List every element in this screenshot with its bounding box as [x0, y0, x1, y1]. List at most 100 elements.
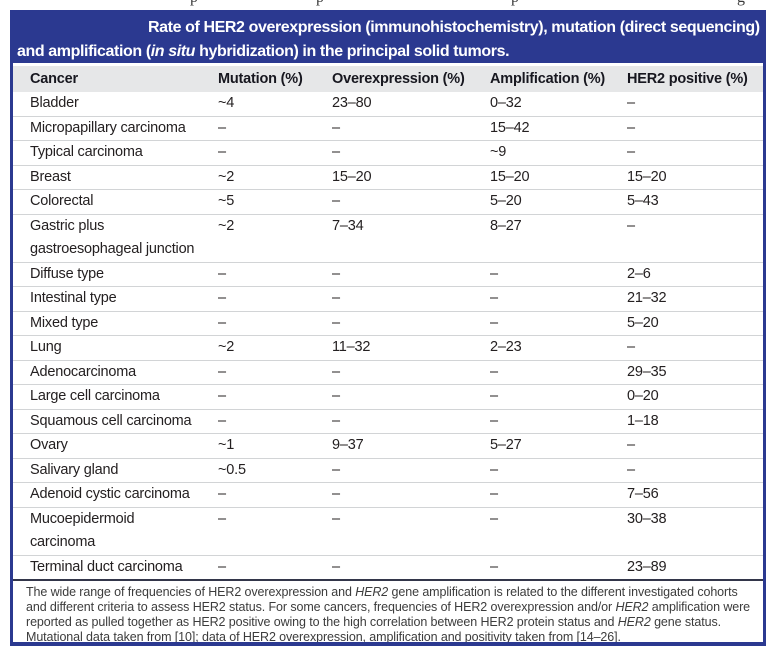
table-row: Gastric plus gastroesophageal junction ~2 7…: [13, 213, 763, 262]
value-cell: 2–23: [490, 339, 522, 356]
value-cell: 23–80: [332, 95, 372, 112]
value-cell: ~2: [218, 168, 235, 185]
table-row: Salivary gland ~0.5 – – –: [13, 457, 763, 483]
value-cell: ~4: [218, 95, 235, 112]
title-segment-gene-italic: in situ: [150, 42, 196, 60]
table-row: Typical carcinoma – – ~9 –: [13, 140, 763, 165]
cancer-name-line: Diffuse type: [30, 265, 104, 282]
value-cell: –: [332, 290, 340, 307]
cancer-name-line: Colorectal: [30, 193, 94, 210]
value-cell: –: [490, 558, 498, 575]
cancer-name-cell: Typical carcinoma: [30, 141, 218, 165]
table-row: Adenoid cystic carcinoma – – – 7–56: [13, 482, 763, 507]
footnote-segment-gene-italic: HER2: [615, 600, 649, 615]
value-cell: 15–42: [490, 119, 530, 136]
value-cell: 23–89: [627, 558, 667, 575]
cancer-name-line: Micropapillary carcinoma: [30, 119, 186, 136]
table-row: Lung ~2 11–32 2–23 –: [13, 335, 763, 360]
cancer-name-line: Gastric plus: [30, 217, 105, 234]
cancer-name-line: gastroesophageal junction: [30, 241, 195, 258]
value-cell: –: [332, 558, 340, 575]
footnote-segment-text: The wide range of frequencies of HER2 ov…: [26, 585, 356, 600]
value-cell: ~2: [218, 339, 235, 356]
table-footnote: The wide range of frequencies of HER2 ov…: [13, 579, 763, 642]
cancer-name-line: Bladder: [30, 95, 79, 112]
value-cell: ~0.5: [218, 461, 246, 478]
table-row: Diffuse type – – – 2–6: [13, 261, 763, 287]
value-cell: 11–32: [332, 339, 371, 356]
table-row: Adenocarcinoma – – – 29–35: [13, 359, 763, 385]
cancer-name-cell: Ovary: [30, 434, 218, 458]
table-row: Colorectal ~5 – 5–20 5–43: [13, 189, 763, 214]
value-cell: 2–6: [627, 265, 651, 282]
value-cell: –: [332, 412, 340, 429]
value-cell: –: [490, 314, 498, 331]
value-cell: –: [332, 461, 340, 478]
value-cell: 0–32: [490, 95, 522, 112]
cancer-name-cell: Large cell carcinoma: [30, 385, 218, 409]
cancer-name-cell: Squamous cell carcinoma: [30, 410, 218, 434]
table-row: Terminal duct carcinoma – – – 23–89: [13, 554, 763, 580]
value-cell: –: [627, 119, 635, 136]
value-cell: 15–20: [490, 168, 530, 185]
value-cell: –: [218, 412, 226, 429]
cancer-name-cell: Bladder: [30, 92, 218, 116]
cancer-name-cell: Colorectal: [30, 190, 218, 214]
cancer-name-line: Mucoepidermoid: [30, 510, 135, 527]
cancer-name-cell: Mixed type: [30, 312, 218, 336]
cancer-name-line: Ovary: [30, 437, 68, 454]
value-cell: 7–34: [332, 217, 364, 234]
table-row: Breast ~2 15–20 15–20 15–20: [13, 164, 763, 190]
cancer-name-line: Adenoid cystic carcinoma: [30, 486, 190, 503]
cancer-name-line: Lung: [30, 339, 62, 356]
table-body: Bladder ~4 23–80 0–32 – Micropapillary carcin…: [13, 92, 763, 580]
table-row: Mucoepidermoid carcinoma – – – 30–38: [13, 506, 763, 555]
value-cell: –: [490, 461, 498, 478]
value-cell: 5–20: [490, 193, 522, 210]
value-cell: –: [218, 486, 226, 503]
value-cell: –: [627, 339, 635, 356]
cancer-name-cell: Micropapillary carcinoma: [30, 117, 218, 141]
cancer-name-line: Mixed type: [30, 314, 99, 331]
cancer-name-line: carcinoma: [30, 534, 96, 551]
table-header-row: Cancer Mutation (%) Overexpression (%) Ampl…: [13, 66, 763, 93]
cancer-name-cell: Adenoid cystic carcinoma: [30, 483, 218, 507]
value-cell: –: [218, 265, 226, 282]
value-cell: –: [218, 314, 226, 331]
value-cell: –: [490, 363, 498, 380]
value-cell: 7–56: [627, 486, 659, 503]
value-cell: –: [490, 388, 498, 405]
table-row: Micropapillary carcinoma – – 15–42 –: [13, 115, 763, 141]
column-header-4: HER2 positive (%): [627, 71, 748, 88]
table-title-line1: Rate of HER2 overexpression (immunohisto…: [148, 19, 760, 36]
cancer-name-cell: Salivary gland: [30, 459, 218, 483]
value-cell: –: [490, 510, 498, 527]
column-header-3: Amplification (%): [490, 71, 606, 88]
value-cell: 15–20: [627, 168, 667, 185]
cropped-glyph-fragment: p: [316, 0, 324, 7]
table-frame: Rate of HER2 overexpression (immunohisto…: [10, 10, 766, 646]
table-title-bar: Rate of HER2 overexpression (immunohisto…: [13, 10, 763, 63]
cancer-name-line: Intestinal type: [30, 290, 117, 307]
value-cell: –: [218, 558, 226, 575]
value-cell: –: [218, 290, 226, 307]
value-cell: ~1: [218, 437, 235, 454]
cancer-name-line: Terminal duct carcinoma: [30, 558, 183, 575]
value-cell: –: [218, 363, 226, 380]
cancer-name-cell: Terminal duct carcinoma: [30, 556, 218, 580]
value-cell: 9–37: [332, 437, 364, 454]
value-cell: ~2: [218, 217, 235, 234]
value-cell: –: [490, 486, 498, 503]
value-cell: 0–20: [627, 388, 659, 405]
title-segment-text: and amplification (: [17, 42, 151, 60]
footnote-segment-text: gene amplification is related to the dif…: [26, 585, 738, 615]
value-cell: –: [332, 363, 340, 380]
value-cell: –: [332, 314, 340, 331]
value-cell: –: [627, 437, 635, 454]
value-cell: –: [627, 461, 635, 478]
cropped-glyph-fragment: p: [511, 0, 519, 7]
value-cell: –: [332, 119, 340, 136]
footnote-segment-text: amplification were reported as pulled to…: [26, 600, 751, 630]
cancer-name-cell: Mucoepidermoid carcinoma: [30, 508, 218, 555]
